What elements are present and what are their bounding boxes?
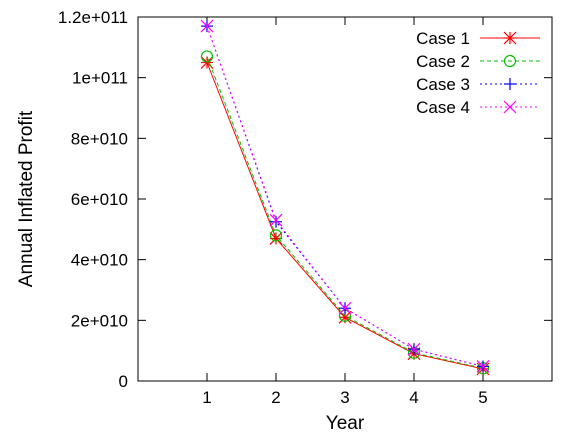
y-tick-label: 1.2e+011 <box>58 8 128 27</box>
legend-marker-case-4 <box>503 100 517 114</box>
legend-label-case-4: Case 4 <box>416 98 470 117</box>
data-point-case-4 <box>269 213 283 227</box>
data-point-case-2 <box>200 50 214 63</box>
y-tick-label: 4e+010 <box>71 251 128 270</box>
x-tick-label: 4 <box>409 388 418 407</box>
legend-marker-case-2 <box>503 54 517 68</box>
data-point-case-3 <box>270 215 282 228</box>
data-point-case-2 <box>269 229 283 242</box>
y-tick-label: 0 <box>119 372 128 391</box>
plot-frame <box>137 16 553 382</box>
series-line-case-2 <box>206 56 484 369</box>
legend-label-case-1: Case 1 <box>416 29 470 48</box>
data-point-case-4 <box>407 342 421 356</box>
y-tick-label: 8e+010 <box>71 129 128 148</box>
legend-marker-case-1 <box>503 31 517 45</box>
y-axis-title: Annual Inflated Profit <box>16 110 37 287</box>
legend-label-case-2: Case 2 <box>416 52 470 71</box>
legend-label-case-3: Case 3 <box>416 75 470 94</box>
data-point-case-4 <box>338 301 352 315</box>
series-line-case-4 <box>206 25 484 367</box>
y-tick-label: 2e+010 <box>71 311 128 330</box>
x-tick-label: 2 <box>271 388 280 407</box>
y-tick-label: 6e+010 <box>71 190 128 209</box>
x-axis-title: Year <box>326 413 365 434</box>
x-tick-label: 5 <box>478 388 487 407</box>
legend-marker-case-3 <box>504 78 516 90</box>
data-point-case-4 <box>476 360 490 373</box>
data-point-case-4 <box>200 19 214 33</box>
x-tick-label: 3 <box>340 388 349 407</box>
legend: Case 1 Case 2 Case 3 Case 4 <box>416 29 540 117</box>
x-tick-label: 1 <box>202 388 211 407</box>
y-tick-label: 1e+011 <box>72 69 128 88</box>
